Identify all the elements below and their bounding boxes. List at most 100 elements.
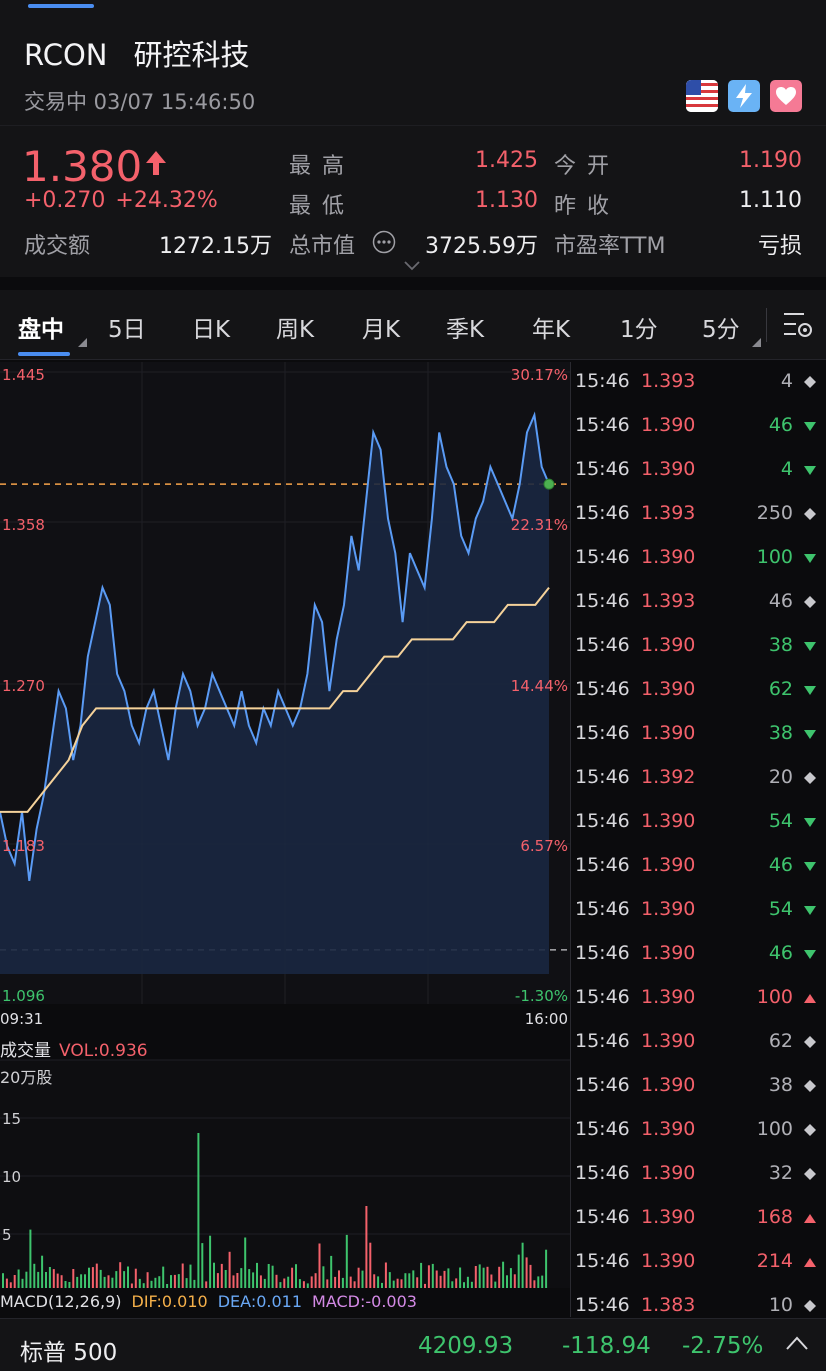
down-triangle-icon (804, 730, 816, 739)
index-percent: -2.75% (682, 1333, 764, 1359)
volume-bar (56, 1273, 59, 1288)
tick-time: 15:46 (575, 1030, 630, 1052)
diamond-icon (804, 1168, 816, 1180)
tick-qty: 4 (780, 370, 793, 392)
tick-row: 15:46 1.390 46 (571, 414, 826, 458)
price-value: 1.380 (22, 142, 143, 191)
tick-qty: 214 (756, 1250, 793, 1272)
volume-bar (48, 1267, 51, 1288)
tab-weekly[interactable]: 周K (276, 317, 315, 343)
volume-bar (170, 1275, 172, 1288)
tick-list[interactable]: 15:46 1.393 4 15:46 1.390 46 15:46 1.390 4 15:46 1… (570, 362, 826, 1317)
tick-time: 15:46 (575, 414, 630, 436)
macd-label: MACD(12,26,9) (0, 1292, 122, 1311)
volume-bar (228, 1251, 231, 1288)
volume-bar (115, 1271, 118, 1288)
macd-indicator[interactable]: MACD(12,26,9) DIF:0.010 DEA:0.011 MACD:-0.0… (0, 1292, 427, 1311)
tick-row: 15:46 1.390 54 (571, 898, 826, 942)
volume-bar (213, 1262, 215, 1288)
volume-bar (455, 1278, 458, 1288)
volume-bar (353, 1281, 356, 1288)
volume-bar (146, 1272, 149, 1288)
volume-panel-bg (0, 1060, 570, 1288)
volume-bar (287, 1276, 290, 1288)
diamond-icon (804, 772, 816, 784)
volume-bar (533, 1280, 536, 1288)
chart-canvas (0, 362, 570, 1288)
index-footer[interactable]: 标普 500 4209.93 -118.94 -2.75% (0, 1318, 826, 1371)
more-info-icon[interactable] (372, 230, 396, 254)
volume-bar (197, 1133, 200, 1288)
volume-bar (365, 1206, 368, 1288)
volume-bar (408, 1273, 411, 1288)
tick-row: 15:46 1.390 62 (571, 678, 826, 722)
tick-price: 1.393 (641, 590, 696, 612)
tick-time: 15:46 (575, 810, 630, 832)
volume-bar (45, 1272, 47, 1288)
volume-bar (377, 1276, 380, 1288)
volume-bar (463, 1282, 465, 1288)
up-triangle-icon (804, 1258, 816, 1267)
tick-row: 15:46 1.390 54 (571, 810, 826, 854)
volume-bar (17, 1269, 20, 1288)
pct-label-2: 22.31% (510, 516, 568, 534)
intraday-chart[interactable]: 1.445 1.358 1.270 1.183 1.096 30.17% 22.… (0, 362, 570, 1317)
tick-price: 1.390 (641, 634, 696, 656)
volume-bar (314, 1273, 317, 1288)
volume-bar (490, 1274, 493, 1288)
volume-bar (256, 1262, 258, 1288)
volume-bar (279, 1282, 282, 1288)
macd-dif: DIF:0.010 (131, 1292, 208, 1311)
stock-title: RCON 研控科技 (24, 32, 250, 74)
tick-time: 15:46 (575, 1162, 630, 1184)
tab-separator (766, 308, 767, 342)
volume-bar (185, 1278, 188, 1288)
tab-5min[interactable]: 5分 (702, 317, 740, 343)
stock-name: 研控科技 (133, 38, 250, 72)
down-triangle-icon (804, 862, 816, 871)
price-label-4: 1.183 (2, 837, 45, 855)
price-label-3: 1.270 (2, 677, 45, 695)
diamond-icon (804, 1036, 816, 1048)
price-area-fill (0, 415, 549, 975)
tick-price: 1.390 (641, 458, 696, 480)
volume-bar (361, 1270, 364, 1288)
tick-price: 1.383 (641, 1294, 696, 1316)
tab-5day[interactable]: 5日 (108, 317, 146, 343)
volume-bar (209, 1235, 212, 1288)
tab-intraday[interactable]: 盘中 (18, 317, 64, 343)
volume-bar (384, 1262, 387, 1288)
tick-time: 15:46 (575, 722, 630, 744)
volume-bar (275, 1274, 278, 1288)
tab-monthly[interactable]: 月K (362, 317, 401, 343)
tick-price: 1.390 (641, 1118, 696, 1140)
tab-daily[interactable]: 日K (192, 317, 231, 343)
tick-row: 15:46 1.390 100 (571, 1118, 826, 1162)
expand-chevron-icon[interactable] (404, 256, 420, 271)
tab-1min[interactable]: 1分 (620, 317, 658, 343)
index-name: 标普 500 (20, 1340, 118, 1366)
volume-bar (330, 1255, 333, 1288)
volume-bar (91, 1267, 94, 1288)
volume-bar (369, 1242, 372, 1288)
volume-bar (326, 1279, 329, 1288)
volume-bar (205, 1281, 208, 1288)
lightning-icon[interactable] (728, 80, 760, 112)
volume-title[interactable]: 成交量 VOL:0.936 (0, 1036, 148, 1061)
index-value: 4209.93 (418, 1333, 514, 1359)
chevron-up-icon[interactable] (786, 1335, 808, 1350)
tick-time: 15:46 (575, 370, 630, 392)
tab-quarterly[interactable]: 季K (446, 317, 485, 343)
tab-yearly[interactable]: 年K (532, 317, 571, 343)
volume-bar (322, 1266, 325, 1288)
change-percent: +24.32% (115, 188, 218, 213)
us-flag-icon[interactable] (686, 80, 718, 112)
volume-bar (99, 1269, 102, 1288)
down-triangle-icon (804, 906, 816, 915)
heart-icon[interactable] (770, 80, 802, 112)
volume-bar (545, 1249, 548, 1288)
volume-bar (466, 1276, 469, 1288)
tab-dropdown-icon (78, 338, 87, 347)
tick-qty: 46 (768, 414, 793, 436)
chart-settings-icon[interactable] (782, 310, 814, 340)
